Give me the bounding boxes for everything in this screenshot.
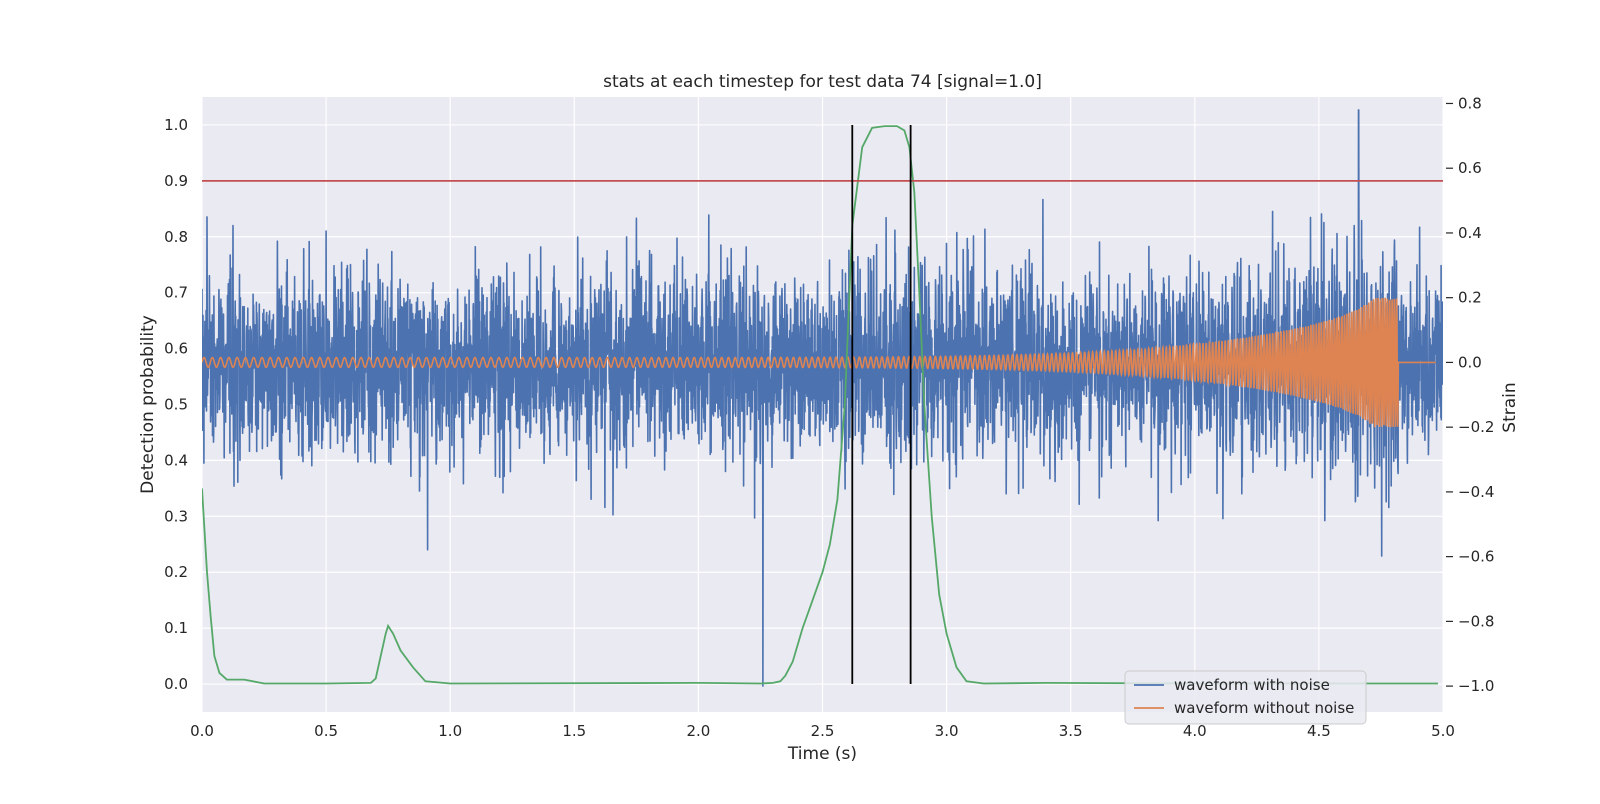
y-right-tick-label: 0.2 bbox=[1458, 289, 1482, 307]
y-right-tick-label: −0.4 bbox=[1458, 483, 1494, 501]
x-axis-title: Time (s) bbox=[787, 744, 857, 764]
waveform-without-noise-line bbox=[202, 297, 1436, 428]
y-left-tick-label: 0.7 bbox=[164, 284, 188, 302]
axes-layer: 0.0 0.5 1.0 1.5 2.0 2.5 3.0 3.5 4.0 4.5 5.0 0.0 0.1 0… bbox=[164, 94, 1494, 740]
series-layer bbox=[202, 109, 1443, 687]
legend: waveform with noise waveform without noi… bbox=[1124, 670, 1367, 725]
y-right-tick-label: −0.8 bbox=[1458, 612, 1494, 630]
x-tick-label: 5.0 bbox=[1431, 722, 1455, 740]
y-axis-left-title: Detection probability bbox=[138, 315, 158, 494]
y-left-tick-label: 1.0 bbox=[164, 116, 188, 134]
legend-box bbox=[1124, 670, 1367, 725]
y-left-tick-label: 0.0 bbox=[164, 675, 188, 693]
x-tick-label: 4.0 bbox=[1183, 722, 1207, 740]
y-left-tick-label: 0.9 bbox=[164, 172, 188, 190]
x-tick-label: 0.5 bbox=[314, 722, 338, 740]
plot-area bbox=[202, 109, 1443, 687]
y-right-tick-label: −0.6 bbox=[1458, 548, 1494, 566]
detection-probability-line bbox=[202, 125, 1438, 685]
y-right-tick-label: 0.0 bbox=[1458, 353, 1482, 371]
y-left-tick-label: 0.4 bbox=[164, 451, 188, 469]
legend-label-waveform-with-noise: waveform with noise bbox=[1174, 676, 1330, 694]
y-left-tick-label: 0.6 bbox=[164, 340, 188, 358]
y-left-tick-label: 0.8 bbox=[164, 228, 188, 246]
y-right-tick-label: 0.4 bbox=[1458, 224, 1482, 242]
y-left-tick-label: 0.1 bbox=[164, 619, 188, 637]
x-tick-label: 2.0 bbox=[686, 722, 710, 740]
x-tick-label: 3.5 bbox=[1059, 722, 1083, 740]
y-left-tick-label: 0.2 bbox=[164, 563, 188, 581]
y-right-tick-label: 0.6 bbox=[1458, 159, 1482, 177]
legend-label-waveform-without-noise: waveform without noise bbox=[1174, 699, 1354, 717]
x-tick-label: 1.0 bbox=[438, 722, 462, 740]
y-axis-right-title: Strain bbox=[1500, 382, 1520, 432]
x-tick-label: 2.5 bbox=[811, 722, 835, 740]
x-tick-label: 0.0 bbox=[190, 722, 214, 740]
x-tick-label: 3.0 bbox=[935, 722, 959, 740]
y-left-tick-label: 0.3 bbox=[164, 507, 188, 525]
y-right-tick-label: −1.0 bbox=[1458, 677, 1494, 695]
chart-title: stats at each timestep for test data 74 … bbox=[603, 72, 1042, 92]
y-right-tick-label: 0.8 bbox=[1458, 94, 1482, 112]
x-tick-label: 4.5 bbox=[1307, 722, 1331, 740]
y-left-tick-label: 0.5 bbox=[164, 396, 188, 414]
x-tick-label: 1.5 bbox=[562, 722, 586, 740]
y-right-tick-label: −0.2 bbox=[1458, 418, 1494, 436]
